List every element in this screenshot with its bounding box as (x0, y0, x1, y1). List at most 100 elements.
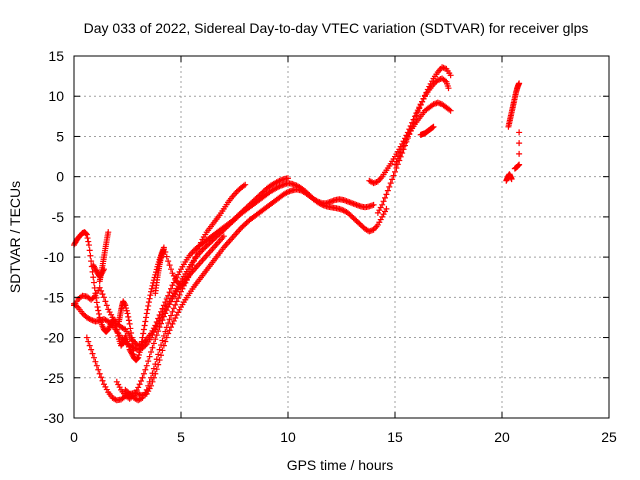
data-point (210, 219, 217, 226)
data-point (206, 225, 213, 232)
data-point (215, 251, 222, 258)
x-tick-label: 25 (601, 429, 617, 445)
data-point (515, 81, 522, 88)
data-point (511, 96, 518, 103)
data-point (82, 293, 89, 300)
data-point (185, 292, 192, 299)
data-point (166, 327, 173, 334)
data-point (93, 362, 100, 369)
data-point (89, 350, 96, 357)
data-point (156, 324, 163, 331)
data-point (206, 240, 213, 247)
data-point (172, 301, 179, 308)
data-point (223, 201, 230, 208)
y-tick-label: 10 (48, 88, 64, 104)
data-point (392, 161, 398, 168)
data-point (145, 302, 152, 309)
data-point (384, 187, 391, 194)
data-point (96, 370, 103, 377)
data-point (135, 351, 142, 358)
data-point (446, 70, 453, 77)
data-point (124, 310, 131, 317)
y-tick-label: -25 (44, 370, 64, 386)
data-point (85, 238, 92, 245)
data-point (95, 366, 102, 373)
data-point (165, 320, 172, 327)
data-series (505, 80, 523, 130)
data-point (153, 356, 160, 363)
data-point (102, 298, 109, 305)
data-point (424, 86, 431, 93)
data-point (86, 316, 93, 323)
y-tick-label: -10 (44, 249, 64, 265)
data-point (146, 295, 153, 302)
data-point (82, 229, 89, 236)
data-point (144, 306, 151, 313)
data-point (172, 314, 179, 321)
data-point (120, 337, 127, 344)
data-point (390, 172, 397, 179)
data-point (92, 358, 99, 365)
data-point (160, 246, 167, 253)
data-point (166, 316, 173, 323)
data-point (145, 382, 152, 389)
data-point (147, 292, 154, 299)
data-point (202, 268, 209, 275)
data-point (158, 352, 165, 359)
data-point (116, 314, 123, 321)
data-point (140, 370, 147, 377)
data-point (334, 205, 341, 212)
data-point (108, 393, 115, 400)
data-point (152, 336, 159, 343)
data-point (227, 220, 234, 227)
data-point (215, 214, 222, 221)
data-point (166, 262, 173, 269)
data-point (146, 378, 153, 385)
data-point (389, 176, 396, 183)
data-point (219, 234, 226, 241)
data-point (369, 202, 376, 209)
data-point (206, 263, 213, 270)
data-point (429, 78, 436, 85)
data-point (441, 65, 448, 72)
data-point (158, 320, 165, 327)
data-point (514, 163, 521, 170)
data-point (296, 187, 303, 194)
data-point (87, 252, 94, 259)
data-point (116, 396, 123, 403)
data-point (169, 308, 176, 315)
data-point (73, 303, 80, 310)
data-point (516, 140, 523, 147)
data-series (96, 229, 112, 285)
x-tick-label: 10 (280, 429, 296, 445)
data-point (94, 303, 101, 310)
data-point (98, 268, 105, 275)
data-series (503, 171, 515, 184)
data-point (99, 291, 106, 298)
data-point (148, 349, 155, 356)
data-point (189, 268, 196, 275)
data-point (95, 307, 102, 314)
data-series (417, 123, 437, 138)
data-point (352, 201, 359, 208)
data-point (219, 246, 226, 253)
data-point (403, 136, 410, 143)
data-point (146, 336, 153, 343)
data-point (393, 165, 400, 172)
data-point (90, 279, 97, 286)
data-point (142, 389, 149, 396)
data-point (416, 105, 423, 112)
data-point (441, 77, 448, 84)
data-point (162, 338, 169, 345)
data-point (125, 313, 132, 320)
data-point (512, 91, 519, 98)
data-point (364, 203, 371, 210)
data-point (133, 387, 140, 394)
data-series (122, 271, 193, 404)
data-series (392, 99, 454, 168)
y-axis-label: SDTVAR / TECUs (7, 181, 23, 293)
data-point (168, 298, 175, 305)
data-point (444, 83, 451, 90)
data-point (347, 199, 354, 206)
data-point (397, 149, 404, 156)
